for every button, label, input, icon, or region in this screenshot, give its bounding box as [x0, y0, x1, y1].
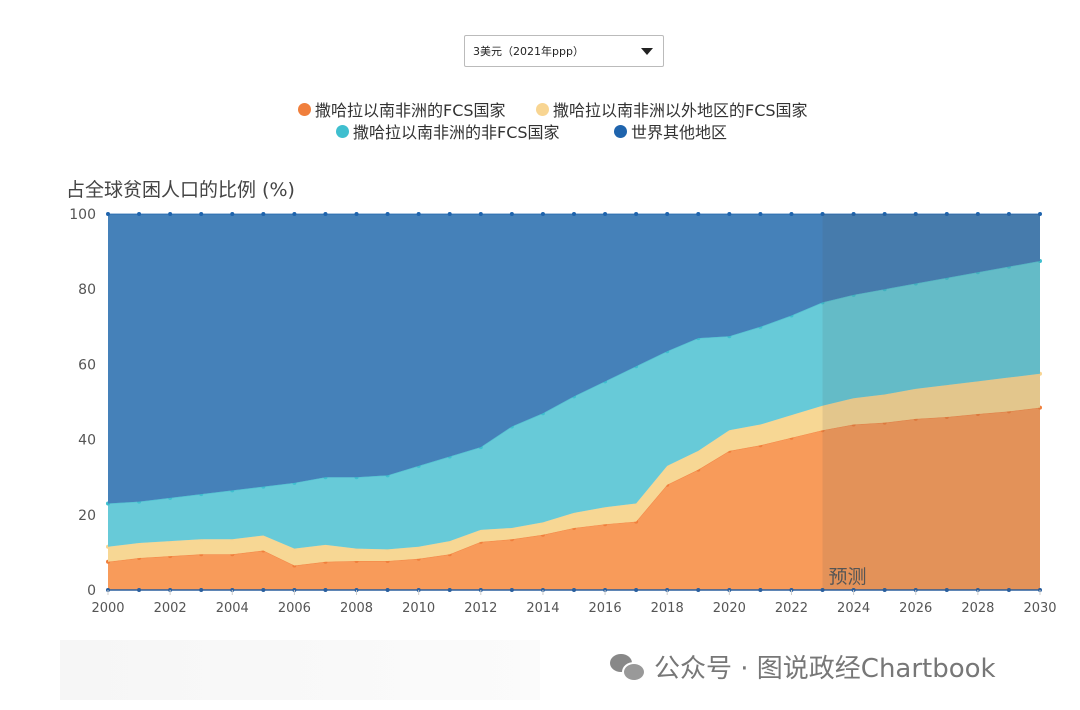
stacked-area-chart: 预测 0 20 40 60 80 100 2000 2002 2004 2006 2008 2010 20… [69, 207, 1056, 616]
data-point [447, 588, 452, 592]
x-tick-label: 2026 [899, 601, 932, 616]
legend-item-ssa-non-fcs[interactable]: 撒哈拉以南非洲的非FCS国家 [336, 119, 560, 143]
legend-dot-icon [614, 124, 627, 138]
x-tick-label: 2002 [154, 601, 187, 616]
y-tick-label: 100 [69, 207, 96, 223]
x-tick-label: 2008 [340, 601, 373, 616]
legend-item-rest-of-world[interactable]: 世界其他地区 [614, 119, 727, 143]
legend-dot-icon [336, 124, 349, 138]
data-point [727, 212, 732, 216]
legend-label: 撒哈拉以南非洲以外地区的FCS国家 [553, 101, 808, 120]
data-point [199, 588, 204, 592]
x-tick-label: 2018 [651, 601, 684, 616]
data-point [199, 212, 204, 216]
x-tick-label: 2004 [216, 601, 249, 616]
data-point [1006, 588, 1011, 592]
data-point [634, 212, 639, 216]
x-tick-label: 2010 [402, 601, 435, 616]
ppp-line-dropdown[interactable]: 3美元（2021年ppp） [464, 35, 664, 67]
data-point [261, 212, 266, 216]
y-axis-title: 占全球贫困人口的比例 (%) [66, 179, 295, 201]
x-tick-label: 2030 [1023, 601, 1056, 616]
area-series-3 [108, 214, 1040, 504]
data-point [137, 588, 142, 592]
y-tick-label: 40 [78, 433, 96, 449]
data-point [944, 212, 949, 216]
data-point [509, 212, 514, 216]
dropdown-selected-value: 3美元（2021年ppp） [473, 45, 584, 58]
x-tick-label: 2012 [464, 601, 497, 616]
y-tick-label: 20 [78, 508, 96, 524]
data-point [882, 588, 887, 592]
x-tick-label: 2024 [837, 601, 870, 616]
data-point [323, 212, 328, 216]
area-series-1 [108, 373, 1040, 566]
data-point [572, 212, 576, 216]
x-tick-label: 2016 [589, 601, 622, 616]
data-point [696, 212, 701, 216]
data-point [913, 212, 918, 216]
data-point [416, 212, 421, 216]
data-point [634, 588, 639, 592]
data-point [1006, 212, 1011, 216]
watermark-text: 公众号 · 图说政经Chartbook [654, 654, 996, 684]
data-point [758, 588, 763, 592]
x-tick-label: 2020 [713, 601, 746, 616]
y-tick-label: 0 [87, 583, 96, 599]
legend-dot-icon [298, 102, 311, 116]
data-point [572, 588, 576, 592]
watermark: 公众号 · 图说政经Chartbook [610, 648, 996, 685]
data-point [540, 212, 545, 216]
data-point [323, 588, 328, 592]
x-tick-label: 2006 [278, 601, 311, 616]
legend-label: 撒哈拉以南非洲的非FCS国家 [353, 123, 560, 142]
legend-dot-icon [536, 102, 549, 116]
data-point [385, 212, 390, 216]
legend-label: 撒哈拉以南非洲的FCS国家 [315, 101, 506, 120]
data-point [1038, 212, 1042, 216]
legend-label: 世界其他地区 [631, 123, 728, 142]
data-point [851, 212, 856, 216]
data-point [478, 212, 483, 216]
data-point [106, 212, 110, 216]
legend-item-ssa-fcs[interactable]: 撒哈拉以南非洲的FCS国家 [298, 97, 506, 121]
x-tick-label: 2022 [775, 601, 808, 616]
data-point [354, 212, 359, 216]
data-point [758, 212, 763, 216]
data-point [509, 588, 514, 592]
data-point [944, 588, 949, 592]
data-point [168, 212, 173, 216]
data-point [385, 588, 390, 592]
x-tick-label: 2028 [961, 601, 994, 616]
data-point [789, 212, 794, 216]
data-point [292, 212, 297, 216]
y-tick-label: 80 [78, 282, 96, 298]
legend-item-non-ssa-fcs[interactable]: 撒哈拉以南非洲以外地区的FCS国家 [536, 97, 808, 121]
chevron-down-icon [641, 48, 653, 55]
x-tick-label: 2014 [526, 601, 559, 616]
data-point [665, 212, 670, 216]
forecast-region [822, 214, 1040, 590]
wechat-icon [610, 653, 646, 682]
data-point [447, 212, 452, 216]
data-point [603, 212, 608, 216]
data-point [820, 212, 825, 216]
y-tick-label: 60 [78, 357, 96, 373]
blurred-footer [60, 640, 540, 700]
area-series-0 [108, 407, 1040, 590]
forecast-label: 预测 [829, 566, 867, 588]
data-point [975, 212, 980, 216]
data-point [696, 588, 701, 592]
data-point [230, 212, 235, 216]
data-point [261, 588, 266, 592]
data-point [137, 212, 142, 216]
x-tick-label: 2000 [91, 601, 124, 616]
data-point [820, 588, 825, 592]
data-point [882, 212, 887, 216]
